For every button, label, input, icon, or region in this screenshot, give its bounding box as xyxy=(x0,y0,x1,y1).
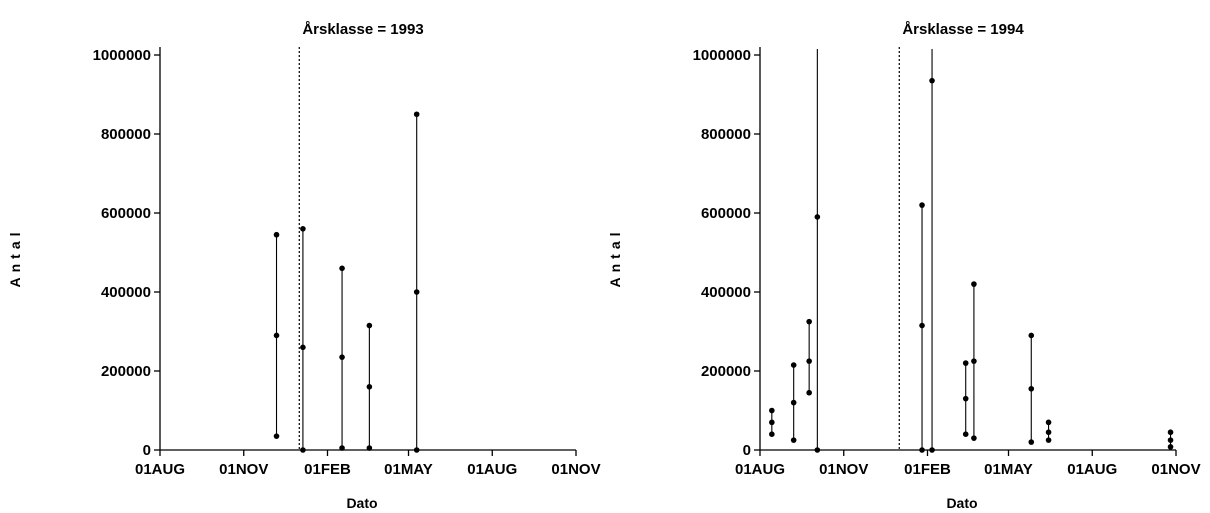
chart-1-point-4-low xyxy=(366,445,373,451)
chart-1-y-tick-label: 0 xyxy=(143,442,151,459)
chart-2-point-10-high xyxy=(1045,419,1052,426)
chart-2-x-tick-label: 01AUG xyxy=(735,461,785,478)
chart-2-x-tick-label: 01NOV xyxy=(1151,461,1200,478)
chart-2-point-5-mid xyxy=(919,322,925,329)
chart-2-point-7-mid xyxy=(962,395,969,402)
chart-2-point-6-mid xyxy=(929,77,935,84)
chart-2-y-tick-label: 800000 xyxy=(701,126,751,143)
chart-2-point-2-mid xyxy=(790,399,797,406)
chart-1-point-3-high xyxy=(339,265,345,272)
chart-2-x-tick-label: 01FEB xyxy=(904,461,951,478)
chart-1-y-tick-label: 600000 xyxy=(101,205,151,222)
chart-1-x-axis-label: Dato xyxy=(346,495,377,511)
chart-2-point-5-high xyxy=(919,202,925,208)
chart-2-point-1-high xyxy=(769,407,775,414)
chart-2-x-axis-label: Dato xyxy=(946,495,977,511)
chart-2-y-tick-label: 400000 xyxy=(701,284,751,301)
chart-2-point-11-high xyxy=(1167,429,1174,436)
chart-1-point-4-high xyxy=(366,322,373,329)
chart-2-point-1-mid xyxy=(769,419,775,426)
chart-1-point-3-mid xyxy=(339,354,345,360)
chart-2-x-tick-label: 01MAY xyxy=(984,461,1033,478)
chart-2-point-3-low xyxy=(806,389,812,396)
chart-2-x-tick-label: 01AUG xyxy=(1067,461,1117,478)
chart-2-y-tick-label: 600000 xyxy=(701,205,751,222)
chart-2-point-4-low xyxy=(814,447,821,453)
chart-2-point-11-mid xyxy=(1167,437,1174,443)
chart-1-x-tick-label: 01FEB xyxy=(304,461,351,478)
chart-2-point-3-high xyxy=(806,318,812,325)
chart-1-y-tick-label: 200000 xyxy=(101,363,151,380)
chart-2-point-1-low xyxy=(769,431,775,438)
chart-1-panel: Årsklasse = 1993 0 200000 400000 600000 80000… xyxy=(7,21,601,511)
chart-1-x-tick-label: 01NOV xyxy=(219,461,268,478)
chart-2-point-8-low xyxy=(971,435,977,441)
chart-1-point-1-low xyxy=(273,433,280,439)
chart-1-point-2-mid xyxy=(300,344,306,351)
chart-2-point-9-high xyxy=(1028,332,1035,339)
chart-1-x-tick-label: 01MAY xyxy=(384,461,433,478)
chart-2-point-8-mid xyxy=(971,358,977,364)
chart-2-point-8-high xyxy=(971,281,977,287)
chart-2-y-tick-label: 0 xyxy=(743,442,751,459)
chart-2-point-2-low xyxy=(790,437,797,443)
chart-2-point-7-high xyxy=(962,360,969,366)
chart-1-point-1-mid xyxy=(273,332,280,339)
chart-2-y-tick-label: 200000 xyxy=(701,363,751,380)
chart-2-point-3-mid xyxy=(806,358,812,364)
chart-1-y-axis-label: Antal xyxy=(7,228,23,288)
chart-1-point-2-high xyxy=(300,226,306,232)
chart-1-point-1-high xyxy=(273,231,280,238)
chart-2-x-tick-label: 01NOV xyxy=(819,461,868,478)
chart-1-point-4-mid xyxy=(366,384,373,390)
chart-1-point-5-mid xyxy=(413,289,420,295)
chart-2-point-5-low xyxy=(919,447,925,453)
chart-2-point-2-high xyxy=(790,362,797,368)
chart-1-x-tick-label: 01AUG xyxy=(135,461,185,478)
chart-2-point-11-low xyxy=(1167,444,1174,450)
chart-1-point-2-low xyxy=(300,447,306,453)
chart-1-x-tick-label: 01NOV xyxy=(551,461,600,478)
chart-2-y-tick-label: 1000000 xyxy=(693,47,751,64)
chart-2-panel: Årsklasse = 1994 0 200000 400000 600000 80000… xyxy=(607,21,1201,511)
chart-2-point-7-low xyxy=(962,431,969,438)
chart-2-point-9-low xyxy=(1028,439,1035,445)
chart-2-point-4-mid xyxy=(814,214,821,220)
chart-1-title: Årsklasse = 1993 xyxy=(302,21,423,38)
chart-2-title: Årsklasse = 1994 xyxy=(902,21,1024,38)
chart-2-point-9-mid xyxy=(1028,385,1035,392)
chart-1-y-tick-label: 800000 xyxy=(101,126,151,143)
chart-1-y-tick-label: 400000 xyxy=(101,284,151,301)
chart-1-x-tick-label: 01AUG xyxy=(467,461,517,478)
chart-2-point-10-low xyxy=(1045,437,1052,443)
chart-2-point-6-low xyxy=(929,447,935,453)
chart-1-point-5-high xyxy=(413,111,420,118)
chart-1-point-5-low xyxy=(413,447,420,453)
chart-2-y-axis-label: Antal xyxy=(607,228,623,288)
chart-2-point-10-mid xyxy=(1045,429,1052,436)
chart-1-point-3-low xyxy=(339,445,345,451)
chart-1-y-tick-label: 1000000 xyxy=(93,47,151,64)
